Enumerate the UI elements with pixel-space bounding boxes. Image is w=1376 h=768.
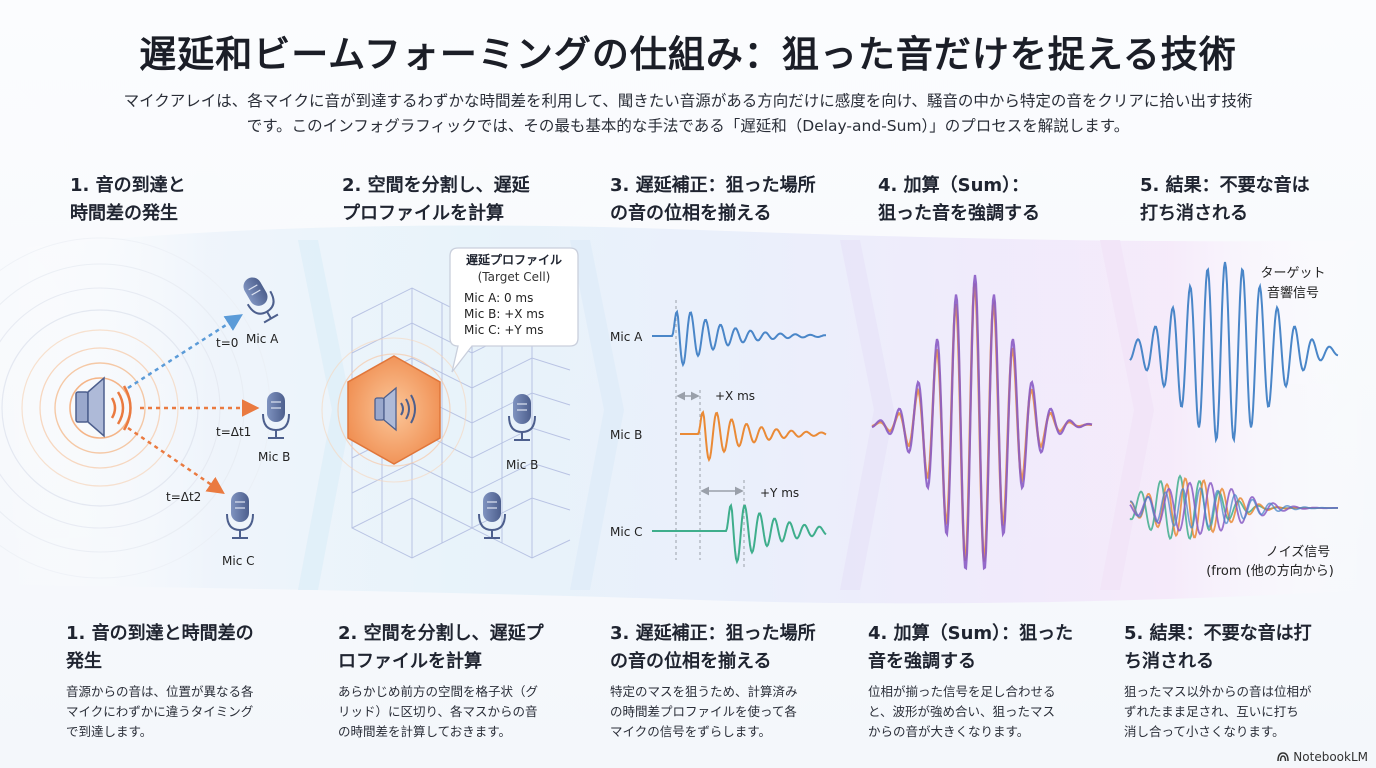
delay-x-label: +X ms [715, 389, 755, 403]
t0-label: t=0 [216, 336, 238, 350]
noise-label-2: (from (他の方向から) [1206, 563, 1334, 579]
step-2-body: あらかじめ前方の空間を格子状（グ リッド）に区切り、各マスからの音 の時間差を計… [338, 684, 539, 739]
speaker-icon-panel2 [374, 386, 416, 432]
alignment-guides [675, 300, 745, 568]
step-3-body: 特定のマスを狙うため、計算済み の時間差プロファイルを使って各 マイクの信号をず… [610, 684, 798, 739]
mic-c-label: Mic C [222, 554, 254, 568]
step-1-title: 1. 音の到達と時間差の 発生 [66, 623, 254, 672]
step-4-title: 4. 加算（Sum）：狙った 音を強調する [868, 623, 1074, 672]
mic-b-label-panel2: Mic B [506, 458, 538, 472]
step-2-title: 2. 空間を分割し、遅延プ ロファイルを計算 [338, 623, 544, 672]
mic-c-icon-panel2 [478, 492, 506, 539]
intro-text: マイクアレイは、各マイクに音が到達するわずかな時間差を利用して、聞きたい音源があ… [70, 89, 1306, 139]
target-waveform [1129, 261, 1339, 444]
delay-y-label: +Y ms [760, 486, 799, 500]
speaker-icon [75, 376, 132, 438]
mic-b-label-panel3: Mic B [610, 428, 642, 442]
waveform-mic-c [652, 503, 827, 565]
step-5-title: 5. 結果：不要な音は打 ち消される [1124, 623, 1312, 672]
target-label-2: 音響信号 [1267, 285, 1319, 301]
mic-c-label-panel3: Mic C [610, 525, 642, 539]
step-2-header: 2. 空間を分割し、遅延 プロファイルを計算 [342, 175, 530, 224]
mic-b-icon-panel2 [508, 394, 536, 441]
mic-a-icon [243, 277, 279, 324]
brand-label: NotebookLM [1293, 750, 1368, 764]
bubble-title: 遅延プロファイル [466, 252, 562, 267]
intro-line-2: です。このインフォグラフィックでは、その最も基本的な手法である「遅延和（Dela… [246, 117, 1130, 135]
mic-b-icon [262, 392, 290, 439]
step-5-body: 狙ったマス以外からの音は位相が ずれたまま足され、互いに打ち 消し合って小さくな… [1124, 684, 1312, 739]
mic-a-label: Mic A [246, 332, 279, 346]
notebooklm-icon [1277, 752, 1290, 762]
arrival-arrows [127, 314, 260, 494]
step-dividers [298, 240, 1154, 590]
mic-a-label-panel3: Mic A [610, 330, 643, 344]
step-4-header: 4. 加算（Sum）： 狙った音を強調する [878, 175, 1040, 224]
waveform-mic-b [680, 410, 827, 463]
page-title: 遅延和ビームフォーミングの仕組み：狙った音だけを捉える技術 [139, 33, 1237, 76]
target-cell-glow [321, 337, 467, 483]
step-3-header: 3. 遅延補正：狙った場所 の音の位相を揃える [610, 175, 816, 224]
background-band [0, 225, 1376, 604]
step-3-title: 3. 遅延補正：狙った場所 の音の位相を揃える [610, 623, 816, 672]
mic-c-icon [226, 492, 254, 539]
t2-label: t=Δt2 [166, 490, 201, 504]
summed-waveform [871, 274, 1093, 571]
bubble-mic-c: Mic C: +Y ms [464, 323, 543, 337]
waveform-mic-a [652, 309, 826, 368]
t1-label: t=Δt1 [216, 425, 251, 439]
step-1-body: 音源からの音は、位置が異なる各 マイクにわずかに違うタイミング で到達します。 [66, 684, 254, 739]
bubble-mic-b: Mic B: +X ms [464, 307, 544, 321]
intro-line-1: マイクアレイは、各マイクに音が到達するわずかな時間差を利用して、聞きたい音源があ… [123, 92, 1253, 110]
mic-b-label: Mic B [258, 450, 290, 464]
brand-watermark: NotebookLM [1277, 750, 1368, 764]
step-4-body: 位相が揃った信号を足し合わせる と、波形が強め合い、狙ったマス からの音が大きく… [868, 684, 1056, 739]
noise-waveform-4 [1129, 487, 1338, 529]
delay-profile-bubble [449, 247, 579, 373]
step-5-header: 5. 結果：不要な音は 打ち消される [1140, 175, 1310, 224]
bubble-mic-a: Mic A: 0 ms [464, 291, 533, 305]
noise-label-1: ノイズ信号 [1266, 544, 1331, 560]
bubble-subtitle: (Target Cell) [478, 270, 551, 284]
step-1-header: 1. 音の到達と 時間差の発生 [70, 175, 186, 224]
noise-waveform-3 [1129, 481, 1338, 536]
target-label-1: ターゲット [1260, 266, 1325, 281]
